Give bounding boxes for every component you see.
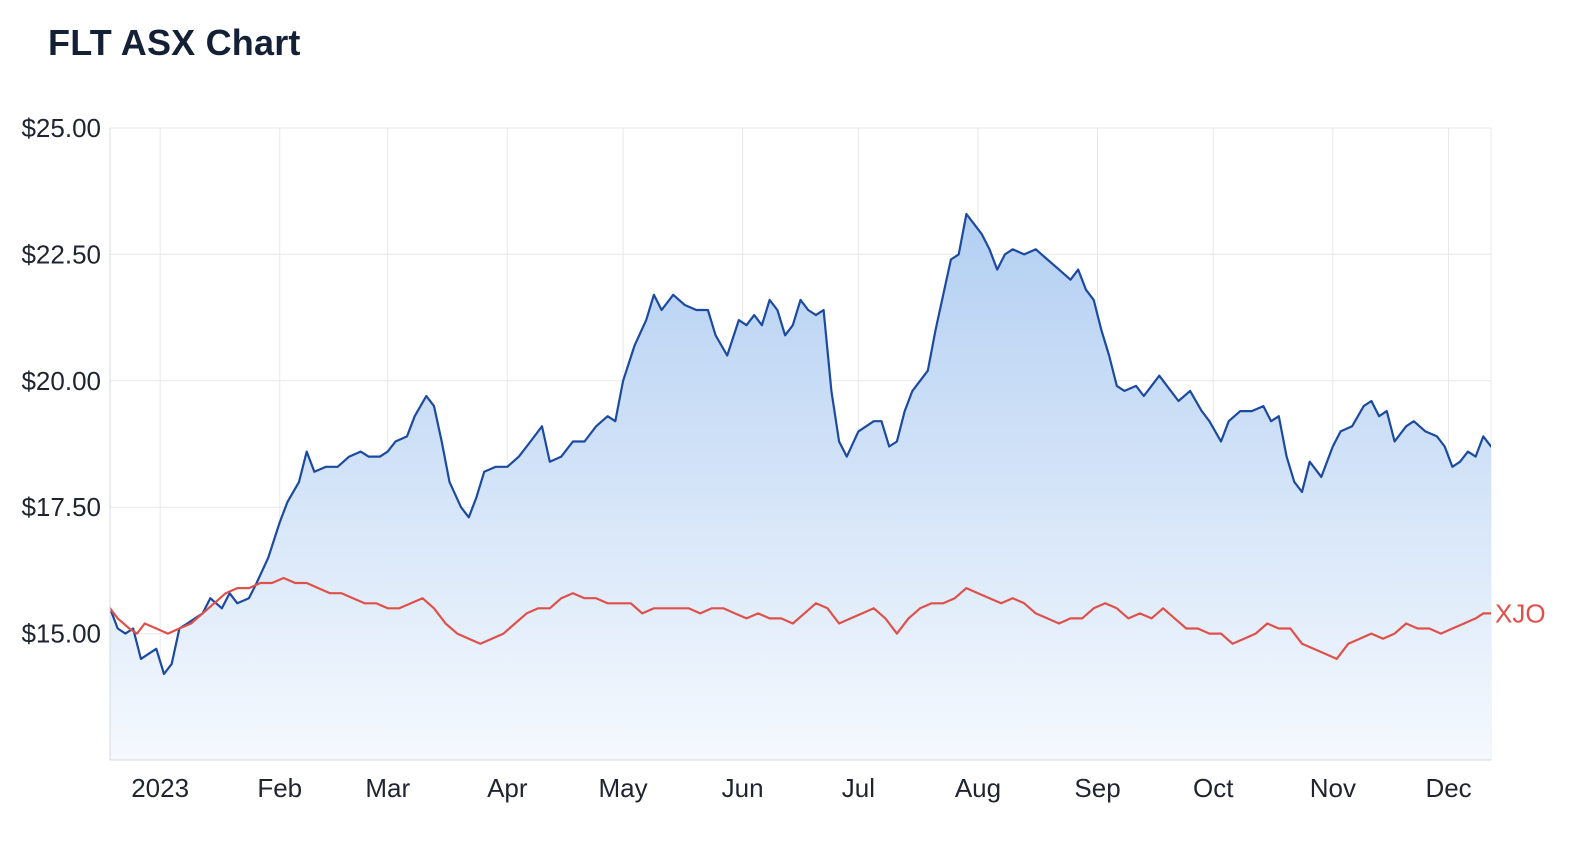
x-tick-label: Aug — [955, 773, 1001, 803]
y-axis: $25.00 $22.50 $20.00 $17.50 $15.00 — [21, 113, 101, 649]
series-layer — [110, 212, 1491, 760]
x-tick-label: Sep — [1074, 773, 1120, 803]
y-tick-label: $15.00 — [21, 619, 101, 649]
x-tick-label: 2023 — [131, 773, 189, 803]
x-tick-label: Oct — [1193, 773, 1234, 803]
x-tick-label: Jun — [722, 773, 764, 803]
x-tick-label: Feb — [257, 773, 302, 803]
y-tick-label: $20.00 — [21, 366, 101, 396]
flt-line — [110, 212, 1491, 676]
chart-title: FLT ASX Chart — [48, 22, 301, 63]
xjo-series-label: XJO — [1495, 598, 1546, 628]
x-tick-label: May — [598, 773, 647, 803]
x-tick-label: Dec — [1425, 773, 1471, 803]
x-tick-label: Mar — [365, 773, 410, 803]
y-tick-label: $25.00 — [21, 113, 101, 143]
y-tick-label: $17.50 — [21, 492, 101, 522]
x-tick-label: Apr — [487, 773, 528, 803]
xjo-line — [110, 576, 1491, 660]
series-labels: XJO — [1495, 598, 1546, 628]
flt-area — [110, 214, 1491, 760]
y-tick-label: $22.50 — [21, 239, 101, 269]
x-tick-label: Jul — [842, 773, 875, 803]
x-tick-label: Nov — [1310, 773, 1356, 803]
x-axis: 2023 Feb Mar Apr May Jun Jul Aug Sep Oct Nov Dec — [131, 773, 1471, 803]
